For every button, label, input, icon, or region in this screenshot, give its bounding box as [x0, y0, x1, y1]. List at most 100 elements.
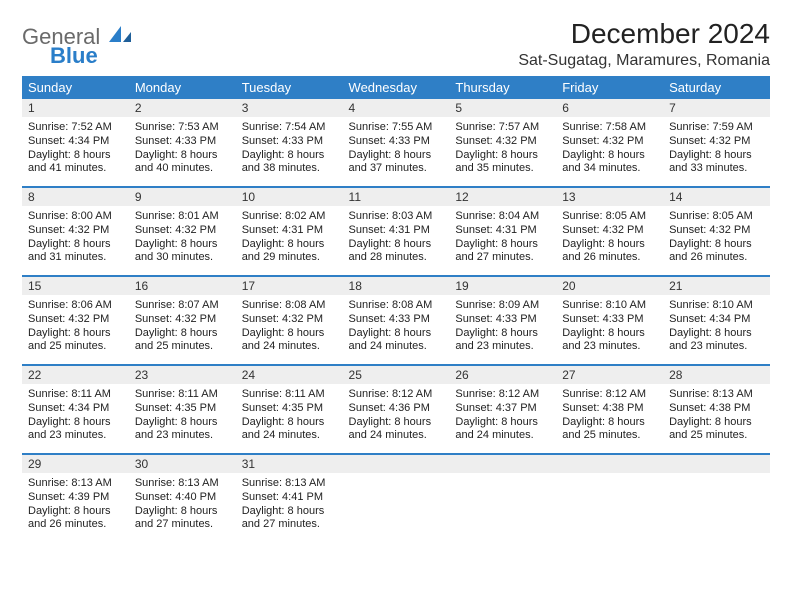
sunset-text: Sunset: 4:36 PM: [349, 402, 444, 416]
daylight-text: Daylight: 8 hours: [28, 416, 123, 430]
day-content-cell: Sunrise: 8:11 AMSunset: 4:35 PMDaylight:…: [129, 384, 236, 454]
day-content-cell: Sunrise: 7:53 AMSunset: 4:33 PMDaylight:…: [129, 117, 236, 187]
sunset-text: Sunset: 4:39 PM: [28, 491, 123, 505]
daylight-text: and 23 minutes.: [669, 340, 764, 354]
day-content-cell: Sunrise: 7:55 AMSunset: 4:33 PMDaylight:…: [343, 117, 450, 187]
day-number-cell: [556, 454, 663, 473]
sunrise-text: Sunrise: 8:13 AM: [135, 477, 230, 491]
daylight-text: Daylight: 8 hours: [669, 416, 764, 430]
day-number-cell: 4: [343, 99, 450, 117]
daylight-text: Daylight: 8 hours: [28, 149, 123, 163]
day-content-cell: [663, 473, 770, 542]
day-number-cell: 16: [129, 276, 236, 295]
daylight-text: and 23 minutes.: [455, 340, 550, 354]
weekday-header: Sunday: [22, 76, 129, 99]
sunrise-text: Sunrise: 8:06 AM: [28, 299, 123, 313]
sunrise-text: Sunrise: 8:12 AM: [349, 388, 444, 402]
day-content-cell: Sunrise: 7:57 AMSunset: 4:32 PMDaylight:…: [449, 117, 556, 187]
daynum-row: 891011121314: [22, 187, 770, 206]
day-content-cell: Sunrise: 7:52 AMSunset: 4:34 PMDaylight:…: [22, 117, 129, 187]
sunrise-text: Sunrise: 8:02 AM: [242, 210, 337, 224]
daylight-text: and 33 minutes.: [669, 162, 764, 176]
daylight-text: and 27 minutes.: [242, 518, 337, 532]
day-number-cell: 14: [663, 187, 770, 206]
sunset-text: Sunset: 4:33 PM: [455, 313, 550, 327]
sunrise-text: Sunrise: 8:04 AM: [455, 210, 550, 224]
day-number-cell: 10: [236, 187, 343, 206]
daylight-text: Daylight: 8 hours: [455, 327, 550, 341]
daylight-text: and 27 minutes.: [455, 251, 550, 265]
sunrise-text: Sunrise: 8:11 AM: [135, 388, 230, 402]
sunrise-text: Sunrise: 8:13 AM: [28, 477, 123, 491]
daylight-text: and 25 minutes.: [135, 340, 230, 354]
sunrise-text: Sunrise: 8:13 AM: [669, 388, 764, 402]
daylight-text: Daylight: 8 hours: [349, 149, 444, 163]
day-number-cell: 1: [22, 99, 129, 117]
day-number-cell: [663, 454, 770, 473]
day-content-cell: Sunrise: 8:01 AMSunset: 4:32 PMDaylight:…: [129, 206, 236, 276]
day-content-cell: Sunrise: 8:10 AMSunset: 4:33 PMDaylight:…: [556, 295, 663, 365]
daylight-text: Daylight: 8 hours: [455, 416, 550, 430]
daylight-text: and 40 minutes.: [135, 162, 230, 176]
sunrise-text: Sunrise: 7:59 AM: [669, 121, 764, 135]
sunset-text: Sunset: 4:31 PM: [349, 224, 444, 238]
weekday-header: Friday: [556, 76, 663, 99]
daynum-row: 1234567: [22, 99, 770, 117]
sunrise-text: Sunrise: 8:12 AM: [455, 388, 550, 402]
day-number-cell: 2: [129, 99, 236, 117]
day-content-cell: [449, 473, 556, 542]
daylight-text: Daylight: 8 hours: [28, 505, 123, 519]
daylight-text: Daylight: 8 hours: [135, 505, 230, 519]
sunrise-text: Sunrise: 7:53 AM: [135, 121, 230, 135]
day-number-cell: 27: [556, 365, 663, 384]
content-row: Sunrise: 8:00 AMSunset: 4:32 PMDaylight:…: [22, 206, 770, 276]
sunset-text: Sunset: 4:38 PM: [669, 402, 764, 416]
sunset-text: Sunset: 4:32 PM: [242, 313, 337, 327]
sunset-text: Sunset: 4:41 PM: [242, 491, 337, 505]
day-number-cell: 12: [449, 187, 556, 206]
sunrise-text: Sunrise: 8:10 AM: [669, 299, 764, 313]
day-content-cell: Sunrise: 7:58 AMSunset: 4:32 PMDaylight:…: [556, 117, 663, 187]
day-content-cell: Sunrise: 8:08 AMSunset: 4:33 PMDaylight:…: [343, 295, 450, 365]
sunrise-text: Sunrise: 8:11 AM: [242, 388, 337, 402]
content-row: Sunrise: 7:52 AMSunset: 4:34 PMDaylight:…: [22, 117, 770, 187]
sunrise-text: Sunrise: 8:01 AM: [135, 210, 230, 224]
daynum-row: 293031: [22, 454, 770, 473]
weekday-header: Tuesday: [236, 76, 343, 99]
day-content-cell: Sunrise: 7:54 AMSunset: 4:33 PMDaylight:…: [236, 117, 343, 187]
daylight-text: and 25 minutes.: [562, 429, 657, 443]
logo-sail-icon: [107, 24, 133, 44]
day-content-cell: Sunrise: 8:12 AMSunset: 4:38 PMDaylight:…: [556, 384, 663, 454]
sunset-text: Sunset: 4:32 PM: [135, 224, 230, 238]
daylight-text: and 26 minutes.: [28, 518, 123, 532]
day-content-cell: Sunrise: 7:59 AMSunset: 4:32 PMDaylight:…: [663, 117, 770, 187]
daylight-text: and 23 minutes.: [562, 340, 657, 354]
weekday-header-row: Sunday Monday Tuesday Wednesday Thursday…: [22, 76, 770, 99]
daylight-text: Daylight: 8 hours: [242, 149, 337, 163]
sunrise-text: Sunrise: 8:05 AM: [669, 210, 764, 224]
day-content-cell: Sunrise: 8:13 AMSunset: 4:40 PMDaylight:…: [129, 473, 236, 542]
calendar-table: Sunday Monday Tuesday Wednesday Thursday…: [22, 76, 770, 542]
day-number-cell: 15: [22, 276, 129, 295]
day-content-cell: Sunrise: 8:06 AMSunset: 4:32 PMDaylight:…: [22, 295, 129, 365]
sunset-text: Sunset: 4:34 PM: [28, 135, 123, 149]
day-number-cell: 24: [236, 365, 343, 384]
day-number-cell: 8: [22, 187, 129, 206]
sunset-text: Sunset: 4:32 PM: [562, 224, 657, 238]
day-content-cell: Sunrise: 8:03 AMSunset: 4:31 PMDaylight:…: [343, 206, 450, 276]
sunset-text: Sunset: 4:32 PM: [669, 135, 764, 149]
location-subtitle: Sat-Sugatag, Maramures, Romania: [518, 52, 770, 70]
daylight-text: and 28 minutes.: [349, 251, 444, 265]
daylight-text: and 24 minutes.: [349, 340, 444, 354]
weekday-header: Saturday: [663, 76, 770, 99]
daylight-text: Daylight: 8 hours: [28, 327, 123, 341]
sunset-text: Sunset: 4:32 PM: [562, 135, 657, 149]
sunset-text: Sunset: 4:33 PM: [349, 313, 444, 327]
day-number-cell: 21: [663, 276, 770, 295]
day-content-cell: Sunrise: 8:11 AMSunset: 4:34 PMDaylight:…: [22, 384, 129, 454]
day-content-cell: Sunrise: 8:07 AMSunset: 4:32 PMDaylight:…: [129, 295, 236, 365]
daylight-text: Daylight: 8 hours: [455, 238, 550, 252]
sunset-text: Sunset: 4:34 PM: [28, 402, 123, 416]
daylight-text: and 30 minutes.: [135, 251, 230, 265]
day-number-cell: 23: [129, 365, 236, 384]
